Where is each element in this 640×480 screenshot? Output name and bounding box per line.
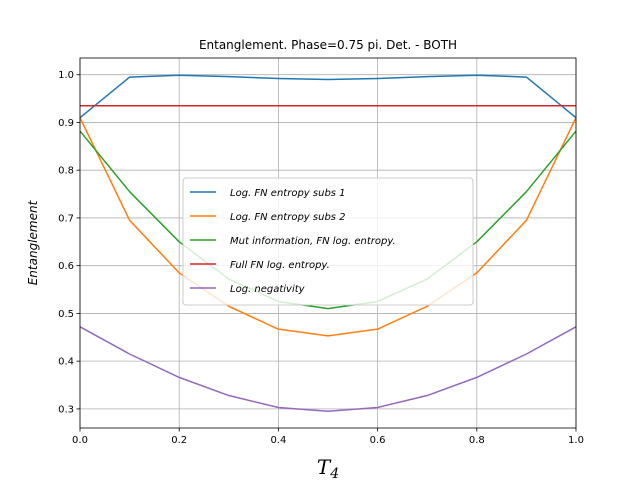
legend-box [182, 177, 474, 306]
legend: Log. FN entropy subs 1 Log. FN entropy su… [182, 177, 474, 306]
y-tick-label: 0.7 [58, 213, 74, 224]
series-line-5 [79, 326, 577, 413]
plot-area-frame [79, 57, 577, 429]
y-axis-ticks: 0.3 0.4 0.5 0.6 0.7 0.8 0.9 1.0 [58, 70, 80, 415]
y-tick-label: 0.8 [58, 166, 74, 177]
x-tick-label: 0.0 [72, 435, 88, 446]
y-tick-label: 1.0 [58, 70, 74, 81]
series-line-2 [79, 117, 577, 337]
series-lines [79, 74, 577, 413]
y-tick-label: 0.9 [58, 118, 74, 129]
legend-label-5: Log. negativity [230, 284, 306, 295]
x-tick-label: 0.6 [370, 435, 386, 446]
y-tick-label: 0.4 [58, 357, 74, 368]
x-axis-ticks: 0.0 0.2 0.4 0.6 0.8 1.0 [72, 428, 584, 446]
x-axis-label: T4 [317, 455, 339, 480]
x-tick-label: 1.0 [568, 435, 584, 446]
y-tick-label: 0.6 [58, 261, 74, 272]
x-axis-label-main: T [317, 455, 332, 479]
chart-title: Entanglement. Phase=0.75 pi. Det. - BOTH [199, 38, 457, 52]
x-tick-label: 0.4 [270, 435, 286, 446]
legend-label-1: Log. FN entropy subs 1 [230, 188, 346, 199]
legend-label-4: Full FN log. entropy. [230, 260, 330, 271]
x-tick-label: 0.8 [469, 435, 485, 446]
legend-label-2: Log. FN entropy subs 2 [230, 212, 346, 223]
series-line-3 [79, 130, 577, 310]
y-axis-label: Entanglement [26, 199, 40, 285]
y-tick-label: 0.5 [58, 309, 74, 320]
x-axis-label-subscript: 4 [329, 466, 339, 480]
legend-label-3: Mut information, FN log. entropy. [230, 236, 396, 247]
series-line-1 [79, 74, 577, 119]
y-tick-label: 0.3 [58, 404, 74, 415]
x-tick-label: 0.2 [171, 435, 187, 446]
